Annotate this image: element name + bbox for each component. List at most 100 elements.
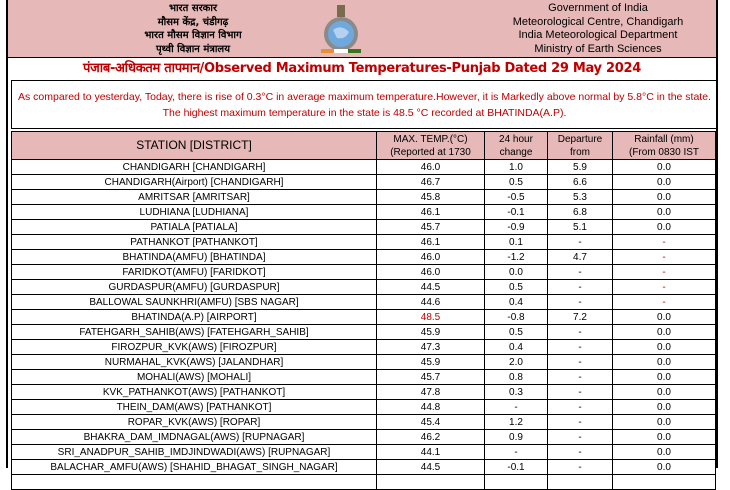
header-band: भारत सरकार मौसम केंद्र, चंडीगढ़ भारत मौस…: [6, 0, 718, 58]
station-cell: GURDASPUR(AMFU) [GURDASPUR]: [11, 279, 377, 295]
header-rainfall: Rainfall (mm) (From 0830 IST: [612, 131, 716, 160]
table-row: PATHANKOT [PATHANKOT] 46.1 0.1- -: [11, 234, 716, 250]
rainfall-cell: -: [612, 279, 716, 295]
header-departure: Departure from: [547, 131, 613, 160]
station-cell: AMRITSAR [AMRITSAR]: [11, 189, 377, 205]
departure-cell: 6.8: [547, 204, 613, 220]
empty-cell: [484, 474, 548, 490]
table-row: BALLOWAL SAUNKHRI(AMFU) [SBS NAGAR] 44.6 0…: [11, 294, 716, 310]
rainfall-cell: 0.0: [612, 204, 716, 220]
max-temp-cell: 45.7: [376, 369, 485, 385]
table-row: ROPAR_KVK(AWS) [ROPAR] 45.4 1.2-0.0: [11, 414, 716, 430]
rainfall-cell: 0.0: [612, 174, 716, 190]
table-row: KVK_PATHANKOT(AWS) [PATHANKOT] 47.8 0.3-0.…: [11, 384, 716, 400]
departure-cell: -: [547, 384, 613, 400]
english-header: Government of India Meteorological Centr…: [478, 2, 718, 56]
table-row: CHANDIGARH(Airport) [CHANDIGARH] 46.7 0.5 6…: [11, 174, 716, 190]
rainfall-cell: 0.0: [612, 444, 716, 460]
table-row: BALACHAR_AMFU(AWS) [SHAHID_BHAGAT_SINGH_…: [11, 459, 716, 475]
table-row: FIROZPUR_KVK(AWS) [FIROZPUR] 47.3 0.4-0.0: [11, 339, 716, 355]
imd-emblem-logo: [321, 5, 361, 53]
header-24h-change: 24 hour change: [484, 131, 548, 160]
rainfall-cell: 0.0: [612, 324, 716, 340]
max-temp-cell: 45.7: [376, 219, 485, 235]
table-row: GURDASPUR(AMFU) [GURDASPUR] 44.5 0.5- -: [11, 279, 716, 295]
english-line: Meteorological Centre, Chandigarh: [512, 15, 684, 28]
change-cell: -0.1: [484, 204, 548, 220]
rainfall-cell: 0.0: [612, 219, 716, 235]
station-cell: CHANDIGARH [CHANDIGARH]: [11, 159, 377, 175]
rainfall-cell: 0.0: [612, 414, 716, 430]
max-temp-cell: 46.0: [376, 159, 485, 175]
change-cell: 0.4: [484, 339, 548, 355]
departure-cell: -: [547, 264, 613, 280]
max-temp-cell: 44.8: [376, 399, 485, 415]
max-temp-cell: 46.0: [376, 249, 485, 265]
departure-cell: -: [547, 444, 613, 460]
rainfall-cell: 0.0: [612, 369, 716, 385]
table-row: BHAKRA_DAM_IMDNAGAL(AWS) [RUPNAGAR] 46.2 0…: [11, 429, 716, 445]
rainfall-cell: 0.0: [612, 159, 716, 175]
change-cell: 2.0: [484, 354, 548, 370]
max-temp-cell: 46.7: [376, 174, 485, 190]
table-row: BHATINDA(AMFU) [BHATINDA] 46.0 -1.2 4.7-: [11, 249, 716, 265]
station-cell: CHANDIGARH(Airport) [CHANDIGARH]: [11, 174, 377, 190]
station-cell: PATHANKOT [PATHANKOT]: [11, 234, 377, 250]
station-cell: THEIN_DAM(AWS) [PATHANKOT]: [11, 399, 377, 415]
change-cell: -0.8: [484, 309, 548, 325]
header-station: STATION [DISTRICT]: [11, 131, 377, 160]
max-temp-cell: 44.5: [376, 279, 485, 295]
change-cell: 1.0: [484, 159, 548, 175]
departure-cell: -: [547, 354, 613, 370]
table-row: PATIALA [PATIALA] 45.7 -0.9 5.1 0.0: [11, 219, 716, 235]
max-temp-cell: 47.8: [376, 384, 485, 400]
empty-cell: [547, 474, 613, 490]
change-cell: 0.5: [484, 324, 548, 340]
max-temp-cell: 46.2: [376, 429, 485, 445]
table-row: LUDHIANA [LUDHIANA] 46.1 -0.1 6.8 0.0: [11, 204, 716, 220]
table-row: THEIN_DAM(AWS) [PATHANKOT] 44.8- -0.0: [11, 399, 716, 415]
empty-cell: [376, 474, 485, 490]
hindi-line: पृथ्वी विज्ञान मंत्रालय: [155, 43, 231, 55]
header-line: (From 0830 IST: [628, 146, 700, 158]
header-line: Departure: [557, 133, 603, 145]
max-temp-cell: 45.9: [376, 324, 485, 340]
max-temp-cell: 45.9: [376, 354, 485, 370]
station-cell: FARIDKOT(AMFU) [FARIDKOT]: [11, 264, 377, 280]
header-line: change: [499, 146, 533, 158]
station-cell: ROPAR_KVK(AWS) [ROPAR]: [11, 414, 377, 430]
departure-cell: -: [547, 369, 613, 385]
table-row: NURMAHAL_KVK(AWS) [JALANDHAR] 45.9 2.0-0.0: [11, 354, 716, 370]
change-cell: 0.1: [484, 234, 548, 250]
departure-cell: -: [547, 324, 613, 340]
station-cell: BHATINDA(AMFU) [BHATINDA]: [11, 249, 377, 265]
change-cell: 0.8: [484, 369, 548, 385]
rainfall-cell: 0.0: [612, 399, 716, 415]
departure-cell: 5.9: [547, 159, 613, 175]
table-row: FARIDKOT(AMFU) [FARIDKOT] 46.0 0.0- -: [11, 264, 716, 280]
change-cell: 0.9: [484, 429, 548, 445]
station-cell: BHATINDA(A.P) [AIRPORT]: [11, 309, 377, 325]
departure-cell: 4.7: [547, 249, 613, 265]
station-cell: BALACHAR_AMFU(AWS) [SHAHID_BHAGAT_SINGH_…: [11, 459, 377, 475]
change-cell: -0.1: [484, 459, 548, 475]
station-cell: MOHALI(AWS) [MOHALI]: [11, 369, 377, 385]
header-line: Rainfall (mm): [634, 133, 694, 145]
table-row: AMRITSAR [AMRITSAR] 45.8 -0.5 5.3 0.0: [11, 189, 716, 205]
departure-cell: -: [547, 279, 613, 295]
header-line: 24 hour: [499, 133, 533, 145]
header-line: from: [570, 146, 590, 158]
temperature-table: STATION [DISTRICT] MAX. TEMP.(°C) (Reporte…: [11, 131, 716, 490]
header-line: MAX. TEMP.(°C): [393, 133, 468, 145]
station-cell: NURMAHAL_KVK(AWS) [JALANDHAR]: [11, 354, 377, 370]
max-temp-cell: 45.8: [376, 189, 485, 205]
departure-cell: 5.1: [547, 219, 613, 235]
station-cell: BHAKRA_DAM_IMDNAGAL(AWS) [RUPNAGAR]: [11, 429, 377, 445]
max-temp-cell: 48.5: [376, 309, 485, 325]
max-temp-cell: 44.6: [376, 294, 485, 310]
change-cell: 0.3: [484, 384, 548, 400]
rainfall-cell: -: [612, 234, 716, 250]
station-cell: SRI_ANADPUR_SAHIB_IMDJINDWADI(AWS) [RUPN…: [11, 444, 377, 460]
rainfall-cell: -: [612, 249, 716, 265]
rainfall-cell: 0.0: [612, 384, 716, 400]
